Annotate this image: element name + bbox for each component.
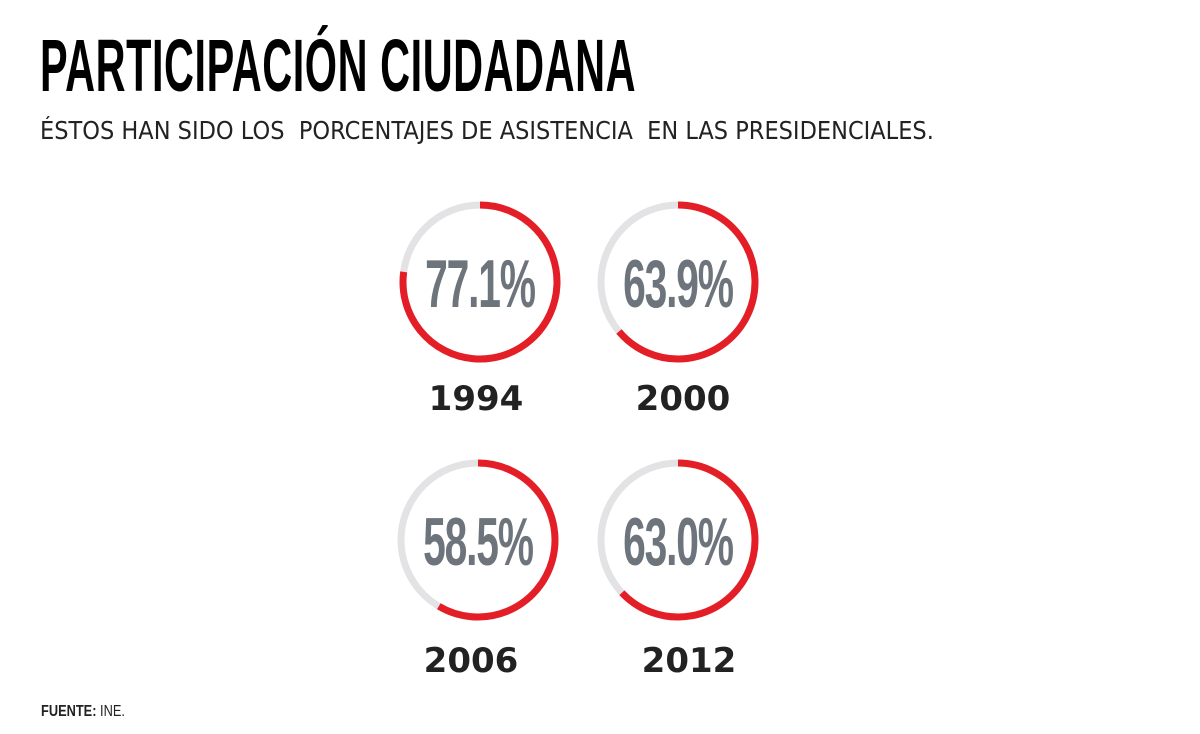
gauge-value-label: 58.5%	[423, 503, 533, 579]
gauge-value-label: 63.9%	[623, 245, 733, 321]
gauge-year-label: 2006	[424, 641, 519, 681]
source-value: INE.	[100, 703, 125, 720]
gauge-year-label: 2000	[636, 379, 731, 419]
gauge-arc-1994	[399, 201, 561, 363]
source-label: FUENTE:	[41, 703, 97, 720]
gauge-year-label: 1994	[429, 379, 524, 419]
gauge-year-label: 2012	[642, 641, 737, 681]
gauge-arc-2006	[437, 459, 559, 621]
gauge-arc-2000	[616, 201, 759, 363]
gauge-value-label: 63.0%	[623, 503, 733, 579]
chart-subtitle: ÉSTOS HAN SIDO LOS PORCENTAJES DE ASISTE…	[40, 116, 934, 145]
source-note: FUENTE: INE.	[41, 703, 125, 721]
chart-title: PARTICIPACIÓN CIUDADANA	[40, 24, 637, 107]
gauge-arc-2012	[619, 459, 759, 621]
gauge-value-label: 77.1%	[425, 245, 535, 321]
